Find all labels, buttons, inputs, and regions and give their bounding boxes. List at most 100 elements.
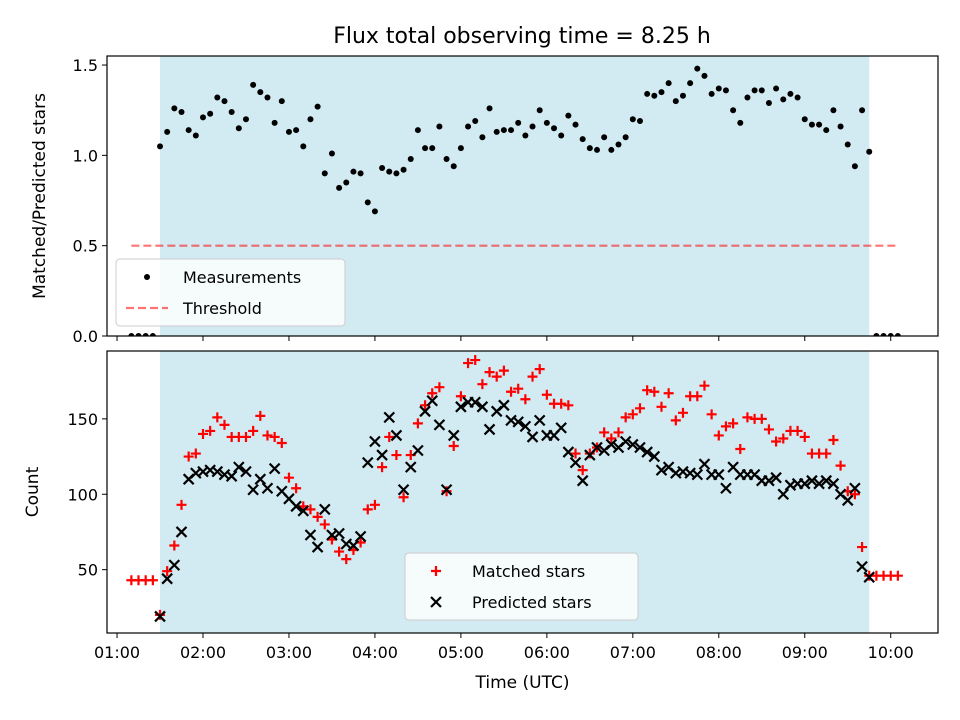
measurement-point xyxy=(794,94,801,101)
y-tick-label: 1.5 xyxy=(73,56,98,75)
matched-star-point xyxy=(162,566,173,577)
measurement-point xyxy=(679,92,686,99)
measurement-point xyxy=(737,119,744,126)
matched-star-point xyxy=(699,380,710,391)
matched-star-point xyxy=(205,425,216,436)
predicted-star-point xyxy=(619,435,632,448)
predicted-star-point xyxy=(433,419,446,431)
matched-star-point xyxy=(713,430,724,441)
x-tick-label: 04:00 xyxy=(352,643,398,662)
predicted-star-point xyxy=(512,416,524,428)
matched-star-point xyxy=(720,421,731,432)
predicted-star-point xyxy=(390,429,403,442)
measurement-point xyxy=(658,89,665,96)
x-tick-label: 03:00 xyxy=(266,643,312,662)
measurement-point xyxy=(436,123,443,130)
measurement-point xyxy=(400,166,407,173)
measurement-point xyxy=(493,128,500,135)
x-tick-label: 06:00 xyxy=(524,643,570,662)
measurement-point xyxy=(887,333,894,336)
measurement-point xyxy=(572,121,579,128)
measurement-point xyxy=(379,165,386,171)
predicted-star-point xyxy=(533,414,546,427)
matched-star-point xyxy=(728,418,739,429)
matched-star-point xyxy=(362,504,373,515)
matched-star-point xyxy=(613,427,624,438)
measurement-point xyxy=(622,134,629,141)
predicted-star-point xyxy=(813,477,825,490)
predicted-star-point xyxy=(827,477,840,490)
predicted-star-point xyxy=(290,500,302,513)
measurement-point xyxy=(851,163,858,170)
matched-star-point xyxy=(513,383,524,394)
predicted-star-point xyxy=(397,483,410,496)
matched-star-point xyxy=(670,415,681,426)
predicted-star-point xyxy=(605,438,618,451)
x-tick-label: 07:00 xyxy=(610,643,656,662)
predicted-star-point xyxy=(168,559,181,571)
measurement-point xyxy=(515,119,522,126)
measurement-point xyxy=(651,92,658,99)
matched-star-point xyxy=(412,418,423,429)
x-tick-label: 09:00 xyxy=(782,643,828,662)
matched-star-point xyxy=(269,431,280,442)
predicted-star-point xyxy=(383,411,396,424)
matched-star-point xyxy=(556,398,567,409)
predicted-star-point xyxy=(347,539,360,552)
matched-star-point xyxy=(771,436,782,447)
matched-star-point xyxy=(484,367,495,378)
measurement-point xyxy=(500,127,507,134)
measurement-point xyxy=(715,85,722,92)
matched-star-point xyxy=(778,433,789,444)
axes-frame xyxy=(106,350,939,634)
measurement-point xyxy=(221,98,228,105)
ratio-panel: 0.0 0.5 1.0 1.5 Matched/Predicted stars Measu… xyxy=(30,55,939,346)
matched-star-point xyxy=(563,400,574,411)
matched-star-point xyxy=(642,385,653,396)
measurement-point xyxy=(293,127,300,134)
matched-star-point xyxy=(334,546,345,557)
matched-star-point xyxy=(735,444,746,455)
predicted-star-point xyxy=(849,482,861,495)
predicted-star-point xyxy=(211,465,224,478)
matched-star-point xyxy=(763,424,774,435)
predicted-star-point xyxy=(856,560,868,573)
measurement-point xyxy=(486,105,493,112)
measurement-point xyxy=(708,90,715,97)
matched-star-point xyxy=(534,364,545,375)
matched-star-point xyxy=(240,431,251,442)
matched-star-point xyxy=(391,450,402,461)
predicted-star-point xyxy=(319,503,331,516)
measurement-point xyxy=(429,145,436,152)
legend-x-marker xyxy=(430,596,442,608)
measurement-point xyxy=(601,134,608,141)
measurement-point xyxy=(357,170,364,177)
matched-star-point xyxy=(147,575,158,586)
matched-star-point xyxy=(470,355,481,366)
measurement-point xyxy=(314,103,321,110)
matched-star-point xyxy=(835,460,846,471)
measurement-point xyxy=(278,98,285,105)
predicted-star-point xyxy=(770,471,782,484)
matched-star-point xyxy=(455,391,466,402)
matched-star-point xyxy=(319,519,330,530)
measurement-point xyxy=(615,141,622,148)
measurement-point xyxy=(185,127,192,134)
matched-star-point xyxy=(369,499,380,510)
predicted-star-point xyxy=(440,483,453,496)
measurement-point xyxy=(579,136,586,143)
measurement-point xyxy=(880,333,887,336)
matched-star-point xyxy=(498,365,509,376)
predicted-star-point xyxy=(311,541,324,553)
measurement-point xyxy=(787,90,794,97)
legend xyxy=(115,258,346,327)
predicted-star-point xyxy=(361,456,374,469)
measurement-point xyxy=(751,87,758,94)
x-tick-label: 01:00 xyxy=(94,643,140,662)
measurement-point xyxy=(171,105,178,112)
predicted-star-point xyxy=(419,405,431,418)
x-tick-label: 02:00 xyxy=(180,643,226,662)
x-axis-label: Time (UTC) xyxy=(475,673,570,693)
matched-star-point xyxy=(692,391,703,402)
